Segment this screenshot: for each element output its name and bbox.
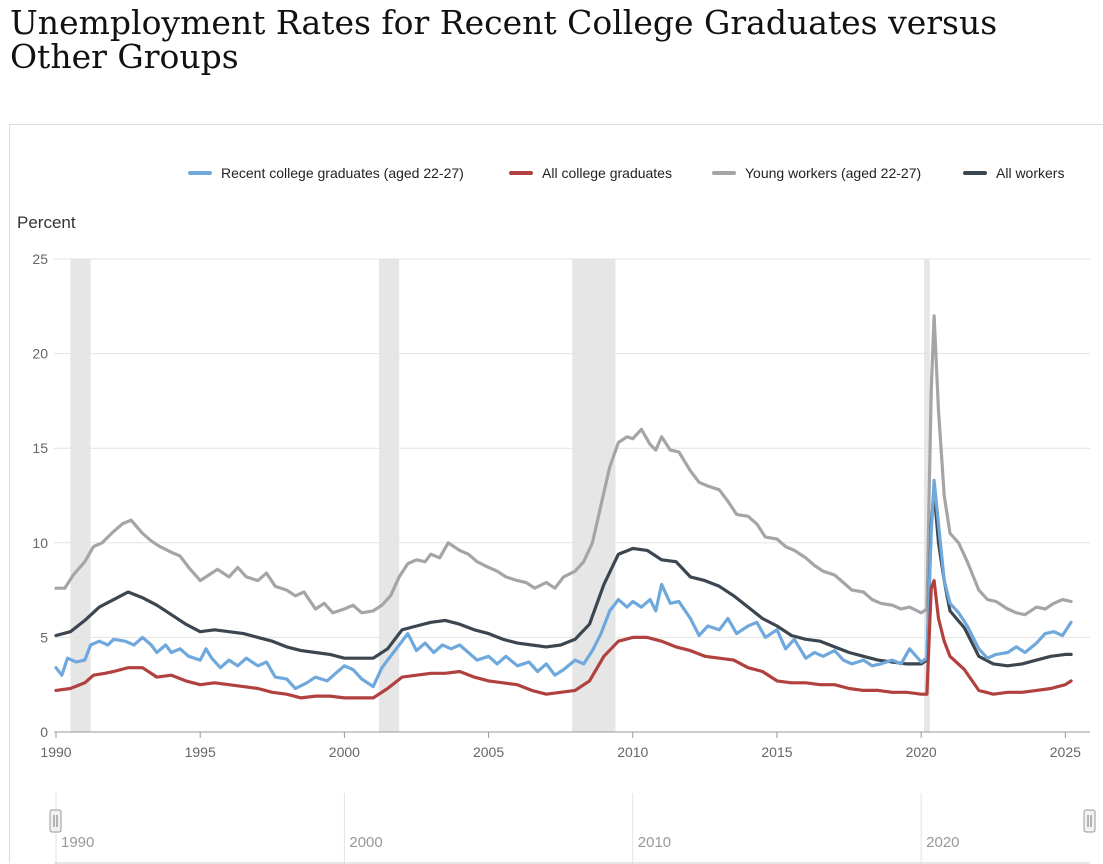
legend-label: All college graduates [542,165,672,181]
chart-container: Recent college graduates (aged 22-27) All… [9,124,1103,864]
y-tick-label: 5 [40,629,48,645]
navigator-label: 1990 [61,834,94,851]
y-axis-label: Percent [17,213,76,232]
recession-band-2 [378,259,400,732]
y-gridlines: 0 5 10 15 20 25 [32,251,1090,740]
navigator-label: 2000 [349,834,382,851]
navigator-track[interactable] [54,793,1090,864]
series-lines [54,314,1073,700]
recession-band-4 [924,259,930,732]
range-navigator[interactable]: 1990 2000 2010 2020 [49,793,1096,864]
y-tick-label: 0 [40,724,48,740]
legend-item-1[interactable]: Recent college graduates (aged 22-27) [188,165,464,181]
recession-band-1 [70,259,91,732]
series-line-1[interactable] [54,478,1073,691]
legend-item-3[interactable]: Young workers (aged 22-27) [712,165,921,181]
x-tick-label: 2005 [473,744,504,760]
series-line-2[interactable] [54,579,1073,700]
y-tick-label: 10 [32,535,48,551]
legend: Recent college graduates (aged 22-27) All… [188,165,1064,181]
x-tick-label: 1990 [40,744,71,760]
y-tick-label: 15 [32,440,48,456]
navigator-label: 2010 [638,834,671,851]
x-tick-label: 2015 [761,744,792,760]
series-line-3[interactable] [54,314,1073,617]
x-tick-label: 2020 [906,744,937,760]
axes: 1990 1995 2000 2005 2010 2015 2020 2025 [40,731,1090,760]
y-tick-label: 25 [32,251,48,267]
legend-label: Young workers (aged 22-27) [745,165,921,181]
x-tick-label: 2000 [329,744,360,760]
legend-label: All workers [996,165,1064,181]
x-tick-label: 2025 [1050,744,1081,760]
x-tick-label: 2010 [617,744,648,760]
navigator-left-handle[interactable] [49,809,62,833]
legend-item-2[interactable]: All college graduates [509,165,672,181]
y-tick-label: 20 [32,346,48,362]
x-tick-label: 1995 [185,744,216,760]
legend-label: Recent college graduates (aged 22-27) [221,165,464,181]
navigator-label: 2020 [926,834,959,851]
line-chart: Recent college graduates (aged 22-27) All… [17,165,1096,864]
page-title: Unemployment Rates for Recent College Gr… [10,3,998,76]
navigator-right-handle[interactable] [1083,809,1096,833]
legend-item-4[interactable]: All workers [963,165,1064,181]
